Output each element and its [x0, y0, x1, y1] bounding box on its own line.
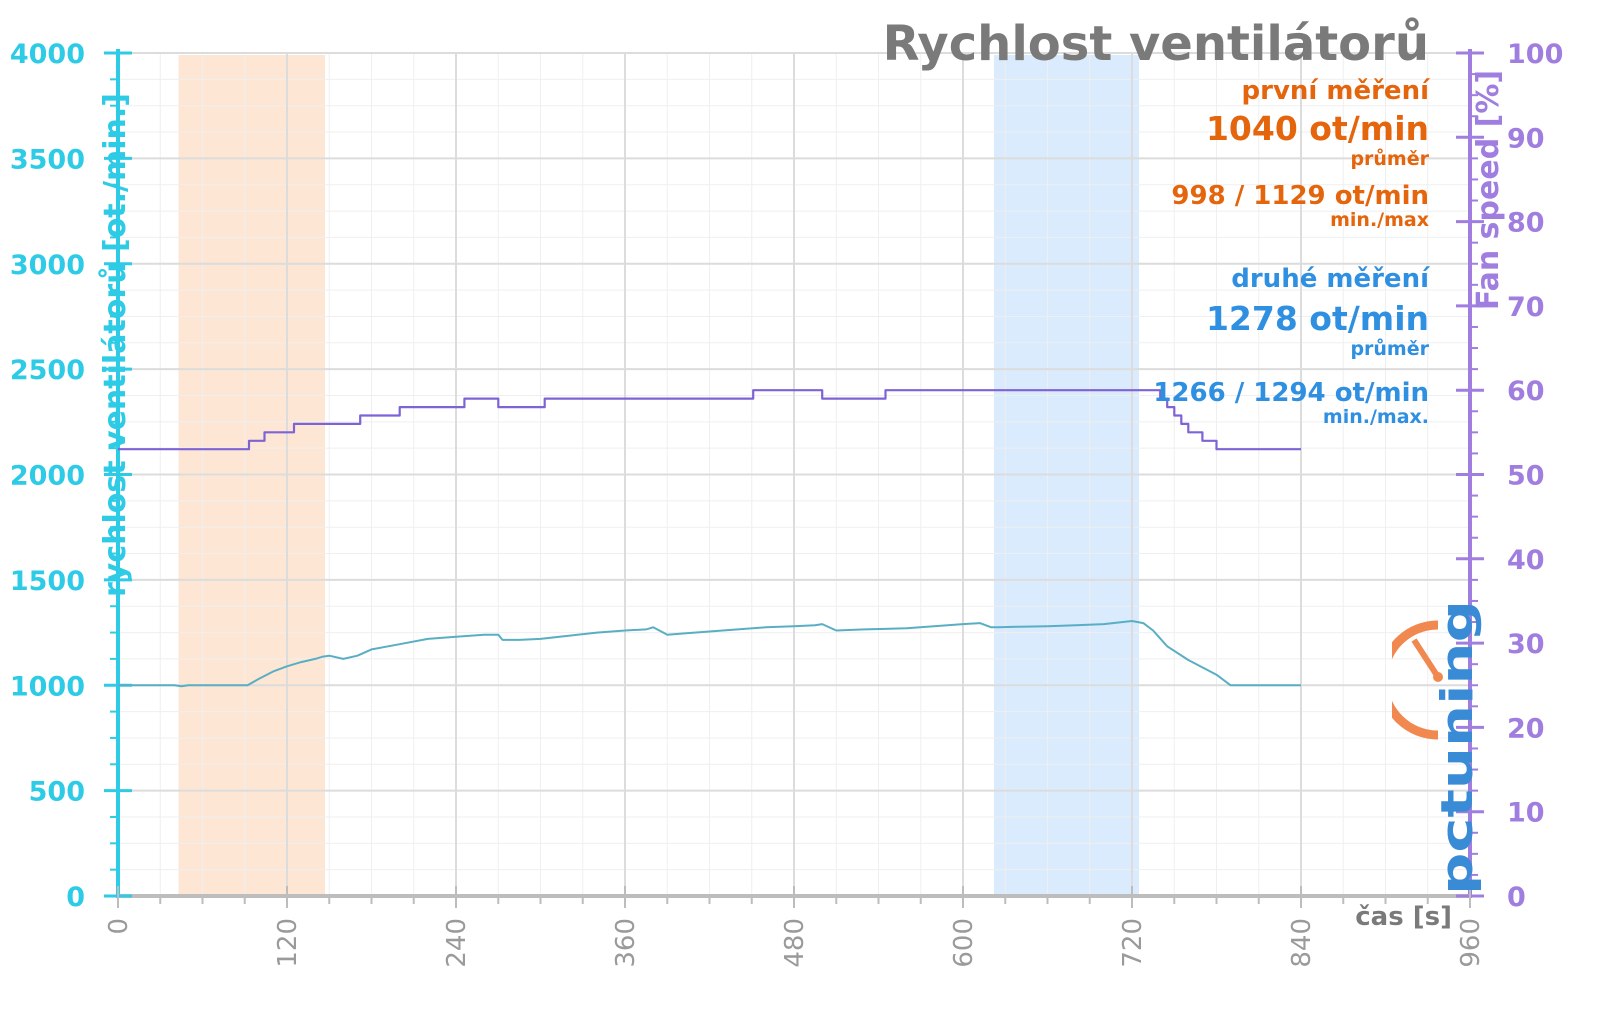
y-left-tick-label: 1500 [10, 566, 85, 597]
x-tick-label: 480 [780, 918, 810, 968]
x-tick-label: 360 [611, 918, 641, 968]
y-right-tick-label: 0 [1507, 882, 1526, 913]
y-left-tick-label: 3000 [10, 250, 85, 281]
y-right-tick-label: 80 [1507, 208, 1545, 239]
series [118, 389, 1301, 688]
y-left-tick-label: 4000 [10, 39, 85, 70]
y-left-tick-label: 1000 [10, 671, 85, 702]
y-right-tick-label: 100 [1507, 39, 1563, 70]
second-measurement-minmax: 1266 / 1294 ot/min [1153, 378, 1429, 408]
second-measurement-average-caption: průměr [1350, 338, 1429, 360]
y-right-tick-label: 50 [1507, 461, 1545, 492]
grid [118, 52, 1471, 896]
y-right-tick-label: 70 [1507, 292, 1545, 323]
first-measurement-average: 1040 ot/min [1205, 109, 1429, 148]
chart-title: Rychlost ventilátorů [882, 16, 1429, 72]
tick-labels: 0500100015002000250030003500400001020304… [10, 39, 1564, 968]
y-right-tick-label: 90 [1507, 123, 1545, 154]
axes [104, 49, 1484, 908]
second-measurement-label: druhé měření [1231, 264, 1429, 294]
first-measurement-label: první měření [1241, 76, 1429, 106]
x-tick-label: 240 [442, 918, 472, 968]
pctuning-logo: pctuning [1392, 600, 1483, 895]
first-measurement-minmax: 998 / 1129 ot/min [1171, 181, 1429, 211]
y-left-tick-label: 0 [66, 882, 85, 913]
y-right-tick-label: 60 [1507, 376, 1545, 407]
x-tick-label: 0 [104, 918, 134, 935]
y-axis-left-label: rychlost ventilátorů [ot./min.] [97, 93, 133, 597]
x-tick-label: 120 [273, 918, 303, 968]
y-left-tick-label: 500 [29, 777, 85, 808]
x-tick-label: 960 [1456, 918, 1486, 968]
y-right-tick-label: 40 [1507, 545, 1545, 576]
series-fan-percent-line [118, 389, 1301, 451]
x-tick-label: 600 [949, 918, 979, 968]
x-tick-label: 840 [1287, 918, 1317, 968]
x-axis-label: čas [s] [1355, 902, 1452, 932]
y-left-tick-label: 2500 [10, 355, 85, 386]
first-measurement-minmax-caption: min./max [1330, 209, 1429, 231]
y-right-tick-label: 20 [1507, 713, 1545, 744]
y-axis-right-label: Fan speed [%] [1471, 70, 1506, 310]
y-right-tick-label: 30 [1507, 629, 1545, 660]
y-right-tick-label: 10 [1507, 798, 1545, 829]
y-left-tick-label: 2000 [10, 461, 85, 492]
pctuning-logo-text: pctuning [1432, 600, 1483, 895]
series-fan-rpm-line [118, 620, 1301, 688]
y-left-tick-label: 3500 [10, 144, 85, 175]
first-measurement-average-caption: průměr [1350, 148, 1429, 170]
stopwatch-icon [1392, 620, 1443, 740]
x-tick-label: 720 [1118, 918, 1148, 968]
second-measurement-average: 1278 ot/min [1205, 299, 1429, 338]
second-measurement-minmax-caption: min./max. [1322, 406, 1429, 428]
